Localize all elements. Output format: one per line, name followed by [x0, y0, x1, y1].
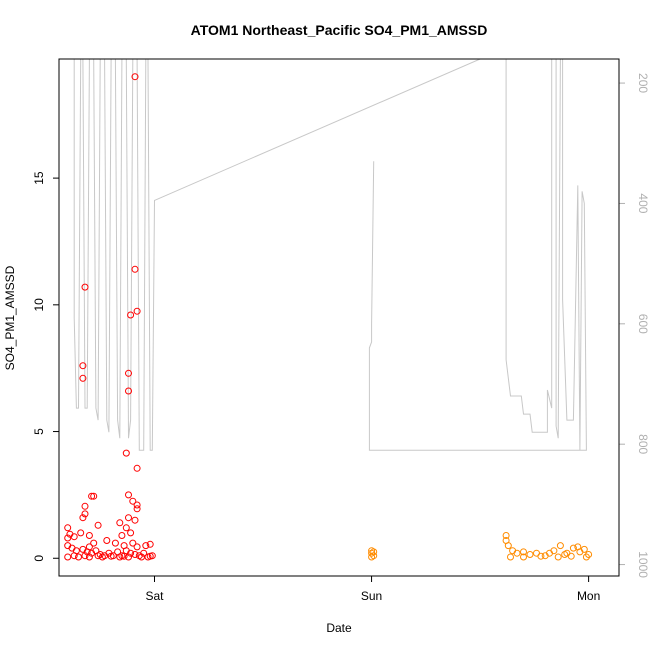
y-tick-label: 15	[32, 171, 46, 185]
data-point	[142, 542, 150, 550]
data-point	[90, 492, 98, 500]
data-point	[81, 552, 89, 560]
data-point	[125, 491, 132, 499]
data-point	[567, 552, 575, 560]
data-point	[98, 553, 106, 561]
data-point	[77, 529, 85, 537]
data-point	[85, 532, 93, 539]
data-point	[554, 553, 562, 561]
data-point	[125, 514, 132, 522]
data-point	[125, 369, 132, 377]
data-point	[122, 524, 130, 532]
data-point	[79, 514, 87, 522]
data-point	[138, 553, 145, 561]
y-tick-label: 10	[32, 298, 46, 312]
y2-tick-label: 1000	[636, 551, 650, 578]
data-point	[116, 553, 124, 561]
data-point	[146, 552, 154, 560]
x-tick-label: Sat	[145, 589, 164, 603]
y-axis-label: SO4_PM1_AMSSD	[3, 265, 17, 370]
data-point	[64, 553, 72, 561]
data-point	[129, 539, 137, 547]
data-point	[70, 552, 78, 560]
data-point	[146, 540, 154, 548]
data-point	[580, 545, 588, 553]
data-point	[127, 549, 135, 557]
data-point	[582, 553, 590, 561]
y2-tick-label: 200	[636, 73, 650, 93]
data-point	[526, 551, 534, 558]
x-tick-label: Mon	[577, 589, 600, 603]
data-point	[140, 549, 148, 557]
data-point	[133, 543, 141, 551]
data-point	[81, 502, 89, 510]
data-point	[133, 464, 141, 472]
y2-tick-label: 800	[636, 434, 650, 454]
x-tick-label: Sun	[361, 589, 382, 603]
x-axis-label: Date	[326, 621, 352, 635]
data-point	[111, 539, 119, 547]
data-point	[79, 362, 87, 370]
data-point	[131, 265, 139, 273]
data-point	[64, 534, 72, 542]
data-point	[574, 543, 582, 551]
altitude-layer	[73, 59, 587, 451]
data-point	[94, 552, 102, 560]
data-point	[120, 552, 128, 560]
data-point	[88, 492, 96, 500]
data-point	[81, 510, 89, 518]
data-point	[103, 537, 111, 544]
data-point	[125, 387, 132, 395]
data-point	[85, 553, 93, 561]
data-point	[561, 551, 569, 558]
data-point	[370, 548, 378, 556]
data-point	[133, 505, 141, 513]
data-point	[507, 553, 514, 561]
data-point	[64, 524, 72, 532]
axes-layer: SatSunMonTue0510152004006008001000	[32, 73, 650, 603]
data-point	[107, 552, 115, 560]
data-point	[569, 544, 577, 552]
data-point	[118, 532, 126, 539]
data-point	[81, 283, 89, 291]
data-point	[131, 516, 139, 524]
data-point	[129, 497, 137, 505]
data-point	[122, 449, 130, 457]
data-point	[75, 553, 82, 561]
altitude-line	[73, 59, 587, 451]
data-point	[70, 533, 78, 541]
data-point	[116, 519, 124, 527]
data-point	[131, 551, 139, 558]
data-point	[125, 553, 132, 561]
y-tick-label: 5	[32, 428, 46, 435]
data-point	[79, 374, 87, 382]
data-point	[504, 542, 512, 550]
data-point	[520, 548, 527, 556]
chart-title: ATOM1 Northeast_Pacific SO4_PM1_AMSSD	[191, 22, 488, 38]
y2-tick-label: 600	[636, 314, 650, 334]
data-point	[131, 73, 139, 81]
data-point	[120, 542, 128, 550]
data-point	[513, 549, 521, 557]
y-tick-label: 0	[32, 555, 46, 562]
data-point	[85, 543, 93, 551]
data-point	[537, 552, 545, 560]
data-point	[133, 307, 141, 315]
data-point	[94, 521, 102, 529]
data-point	[556, 542, 564, 550]
data-point	[127, 311, 135, 319]
data-point	[133, 501, 141, 509]
data-point	[90, 539, 98, 547]
y2-tick-label: 400	[636, 193, 650, 213]
data-point	[546, 549, 553, 557]
data-point	[127, 529, 135, 537]
data-point	[502, 532, 510, 539]
plot-frame	[58, 58, 620, 577]
points-layer	[64, 73, 593, 561]
data-point	[520, 553, 527, 561]
